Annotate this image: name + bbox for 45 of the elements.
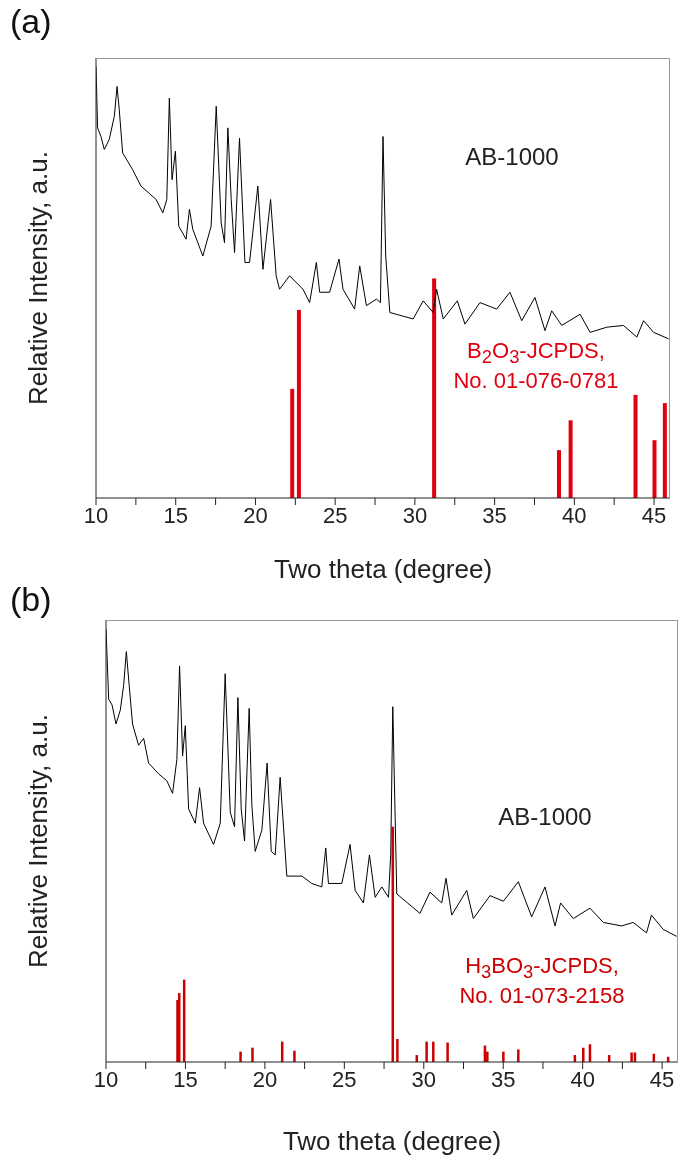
- y-axis-title: Relative Intensity, a.u.: [23, 714, 54, 968]
- x-tick-label: 10: [93, 1066, 119, 1092]
- bar: [630, 1052, 633, 1062]
- bar: [662, 403, 667, 498]
- x-tick-label: 45: [641, 502, 667, 528]
- x-tick-label: 35: [490, 1066, 516, 1092]
- bar: [432, 1041, 435, 1062]
- bar: [293, 1050, 296, 1062]
- annotation: B$_{2}$O$_{3}$-JCPDS, No. 01-076-0781: [452, 337, 620, 395]
- x-tick-label: 20: [252, 1066, 278, 1092]
- y-axis-title: Relative Intensity, a.u.: [23, 151, 54, 405]
- x-tick-label: 10: [83, 502, 109, 528]
- x-tick-label: 25: [322, 502, 348, 528]
- bar: [502, 1051, 505, 1062]
- bar: [582, 1047, 585, 1062]
- x-tick-label: 40: [562, 502, 587, 528]
- bar: [568, 420, 573, 498]
- bar: [556, 450, 561, 498]
- annotation: H$_{3}$BO$_{3}$-JCPDS, No. 01-073-2158: [458, 952, 626, 1010]
- bar: [296, 309, 301, 498]
- bar: [425, 1041, 428, 1062]
- annotation: AB-1000: [498, 802, 592, 832]
- x-tick-label: 30: [411, 1066, 437, 1092]
- chart-title: (b): [10, 580, 52, 619]
- x-tick-label: 30: [402, 502, 428, 528]
- bar: [652, 440, 657, 498]
- x-tick-label: 15: [173, 1066, 198, 1092]
- annotation: AB-1000: [465, 142, 559, 172]
- bar: [290, 388, 295, 498]
- bar: [432, 278, 437, 498]
- x-tick-label: 15: [163, 502, 188, 528]
- x-tick-label: 20: [243, 502, 268, 528]
- x-tick-label: 25: [332, 1066, 357, 1092]
- bar: [633, 394, 638, 498]
- x-axis-title: Two theta (degree): [282, 1126, 502, 1156]
- bar: [517, 1049, 520, 1062]
- x-tick-label: 40: [570, 1066, 595, 1092]
- bar: [396, 1039, 399, 1062]
- chart-title: (a): [10, 2, 52, 41]
- bar: [446, 1042, 449, 1062]
- x-axis-title: Two theta (degree): [273, 554, 493, 584]
- bar: [251, 1047, 254, 1062]
- x-tick-label: 45: [649, 1066, 675, 1092]
- bar: [239, 1051, 242, 1062]
- x-tick-label: 35: [482, 502, 507, 528]
